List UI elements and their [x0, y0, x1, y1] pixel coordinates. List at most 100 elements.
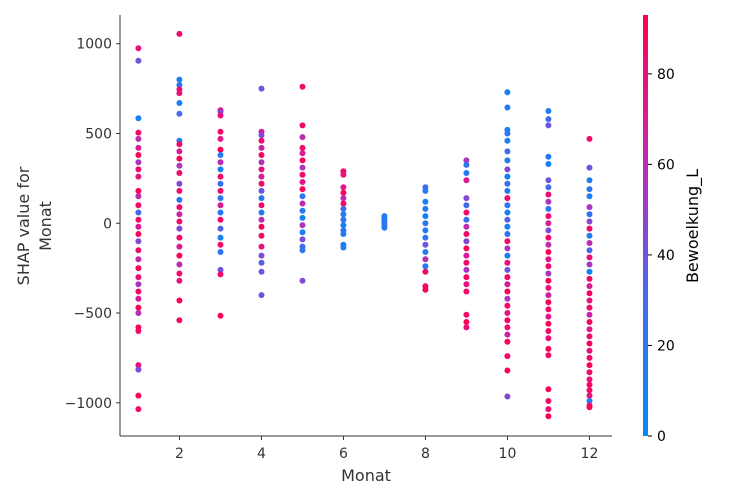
colorbar-ticks: 0 20 40 60 80: [648, 67, 675, 445]
data-point: [135, 247, 142, 254]
data-point: [586, 275, 593, 282]
data-point: [299, 164, 306, 171]
data-point: [299, 134, 306, 141]
data-point: [176, 277, 183, 284]
data-point: [176, 148, 183, 155]
data-point: [586, 261, 593, 268]
data-point: [176, 196, 183, 203]
data-point: [586, 225, 593, 232]
data-point: [258, 232, 265, 239]
data-point: [135, 159, 142, 166]
data-point: [258, 195, 265, 202]
data-point: [504, 195, 511, 202]
data-point: [504, 157, 511, 164]
data-point: [217, 312, 224, 319]
data-point: [463, 238, 470, 245]
data-point: [135, 231, 142, 237]
data-point: [135, 173, 142, 180]
data-point: [545, 227, 552, 234]
data-point: [299, 277, 306, 284]
data-point: [217, 180, 224, 187]
data-point: [504, 295, 511, 302]
y-tick-label: −1000: [65, 396, 112, 412]
data-point: [545, 153, 552, 160]
data-point: [340, 189, 347, 196]
x-tick-label: 8: [421, 446, 430, 462]
data-point: [340, 205, 347, 212]
data-point: [586, 240, 593, 246]
data-point: [545, 413, 552, 420]
data-point: [135, 328, 142, 334]
data-point: [545, 205, 552, 212]
data-point: [586, 297, 593, 304]
data-point: [545, 398, 552, 404]
data-point: [463, 177, 470, 184]
data-point: [258, 252, 265, 259]
data-point: [586, 290, 593, 297]
data-point: [504, 202, 511, 209]
data-point: [135, 129, 142, 136]
data-point: [504, 259, 511, 266]
colorbar-tick-label: 40: [657, 248, 675, 264]
data-point: [463, 266, 470, 273]
data-point: [586, 333, 593, 340]
data-point: [586, 186, 593, 193]
data-point: [463, 288, 470, 295]
data-point: [176, 243, 183, 250]
data-point: [176, 30, 183, 37]
data-point: [176, 76, 183, 83]
data-point: [586, 340, 593, 347]
data-point: [340, 184, 347, 191]
data-point: [258, 173, 265, 180]
data-point: [217, 216, 224, 223]
data-point: [504, 238, 511, 245]
x-tick-label: 4: [257, 446, 266, 462]
data-point: [217, 152, 224, 158]
data-point: [135, 202, 142, 209]
data-point: [545, 213, 552, 220]
data-point: [463, 202, 470, 209]
data-point: [586, 369, 593, 376]
data-point: [176, 252, 183, 259]
data-point: [135, 57, 142, 64]
data-point: [504, 148, 511, 155]
data-point: [135, 115, 142, 122]
data-point: [217, 187, 224, 194]
data-point: [299, 122, 306, 129]
data-point: [299, 83, 306, 90]
data-point: [299, 229, 306, 236]
y-tick-label: 1000: [76, 37, 112, 53]
data-point: [299, 247, 306, 254]
data-point: [545, 191, 552, 198]
data-point: [135, 216, 142, 223]
data-point: [586, 311, 593, 318]
data-point: [586, 218, 593, 225]
data-point: [463, 245, 470, 252]
data-point: [258, 216, 265, 223]
data-point: [135, 274, 142, 281]
data-point: [586, 204, 593, 211]
data-point: [463, 319, 470, 325]
data-point: [258, 152, 265, 158]
data-point: [545, 345, 552, 352]
data-point: [422, 249, 429, 255]
data-point: [545, 320, 552, 327]
y-axis-title-line1: SHAP value for: [14, 166, 33, 285]
data-point: [586, 268, 593, 275]
data-point: [217, 173, 224, 180]
data-point: [586, 254, 593, 261]
data-point: [463, 209, 470, 216]
data-point: [504, 180, 511, 187]
data-point: [504, 166, 511, 173]
data-point: [545, 313, 552, 320]
data-point: [545, 386, 552, 393]
data-point: [135, 193, 142, 200]
data-point: [586, 392, 593, 399]
data-point: [463, 161, 470, 168]
data-point: [545, 352, 552, 359]
data-point: [545, 234, 552, 241]
data-point: [586, 404, 593, 411]
data-point: [340, 231, 347, 237]
data-point: [504, 137, 511, 144]
